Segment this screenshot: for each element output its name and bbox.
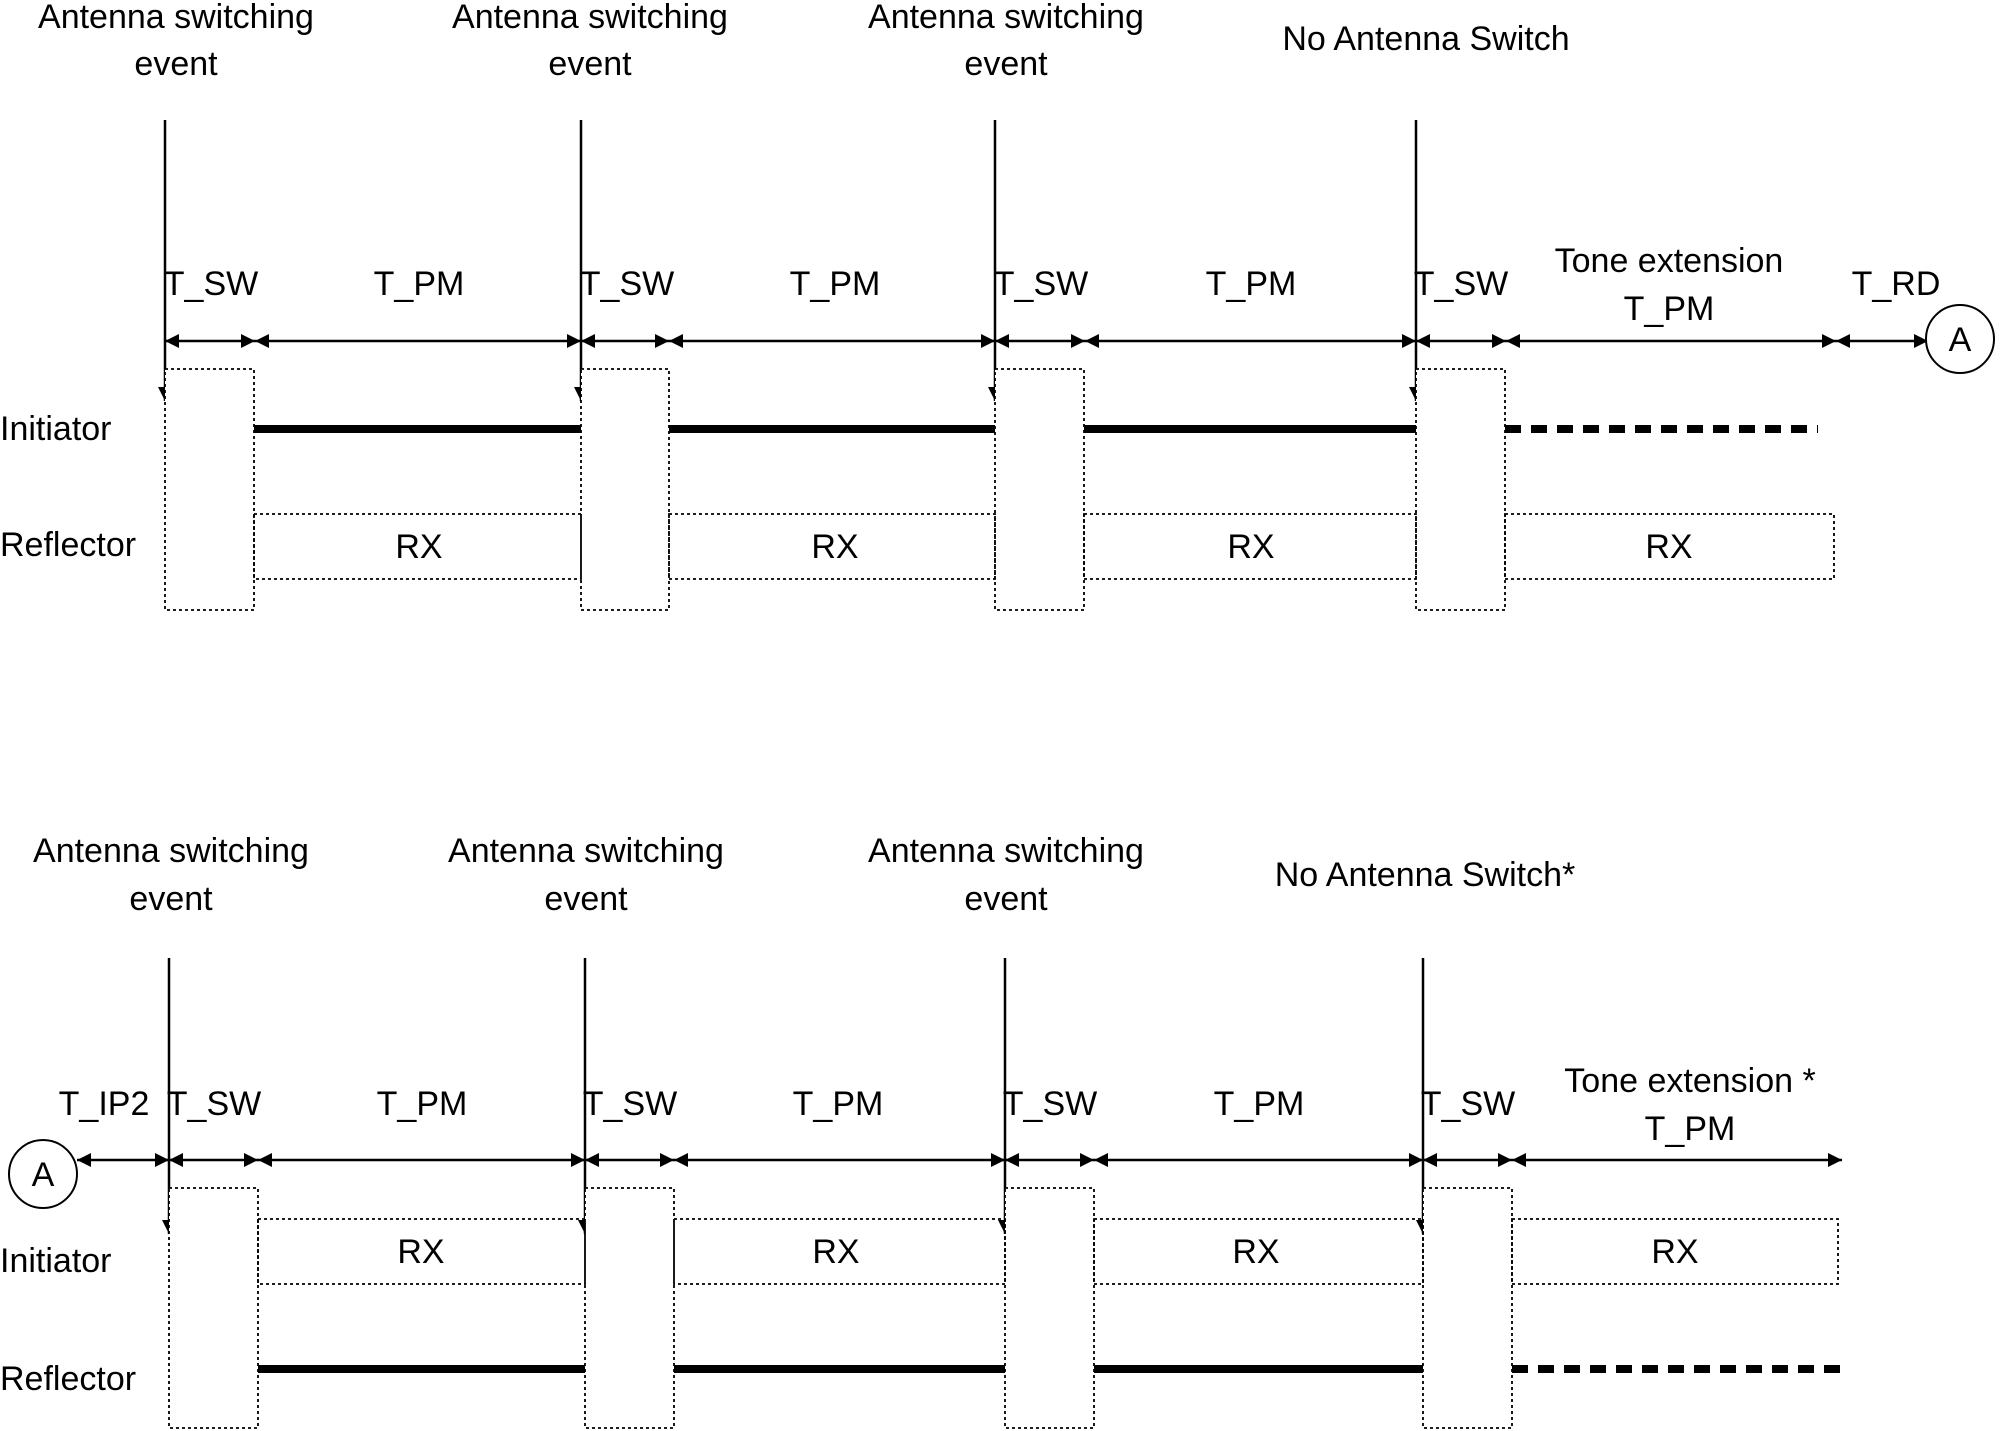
bottom-panel: Antenna switching event Antenna switchin… [0, 832, 1846, 1429]
top-interval-label: T_SW [580, 265, 674, 303]
top-interval-label: T_PM [374, 265, 465, 303]
top-event-4-label: No Antenna Switch [1282, 20, 1569, 58]
bottom-switch-boxes [168, 1187, 1513, 1429]
top-rx-label: RX [811, 528, 858, 566]
bottom-rx-label: RX [1232, 1233, 1279, 1271]
top-panel: Antenna switching event Antenna switchin… [0, 0, 1995, 611]
top-interval-label: T_SW [994, 265, 1088, 303]
bottom-event-2-label: Antenna switching [448, 832, 724, 870]
top-event-2-label: Antenna switching [452, 0, 728, 36]
top-event-2-label: event [548, 45, 632, 83]
bottom-interval-label: T_PM [1214, 1085, 1305, 1123]
bottom-connector-circle [8, 1139, 78, 1209]
top-rx-label: RX [1645, 528, 1692, 566]
bottom-interval-label: T_IP2 [59, 1085, 150, 1123]
bottom-row-initiator-label: Initiator [0, 1242, 112, 1280]
bottom-interval-label: Tone extension * [1564, 1062, 1815, 1100]
bottom-event-2-label: event [544, 880, 628, 918]
top-event-1-label: Antenna switching [38, 0, 314, 36]
bottom-interval-label: T_PM [377, 1085, 468, 1123]
top-interval-label: T_SW [1414, 265, 1508, 303]
top-connector-circle [1925, 304, 1995, 374]
top-rx-label: RX [395, 528, 442, 566]
bottom-event-3-label: event [964, 880, 1048, 918]
top-interval-label: T_SW [164, 265, 258, 303]
bottom-event-1-label: event [129, 880, 213, 918]
bottom-interval-label: T_SW [1421, 1085, 1515, 1123]
top-row-initiator-label: Initiator [0, 410, 112, 448]
bottom-event-4-label: No Antenna Switch* [1275, 856, 1576, 894]
top-rx-label: RX [1227, 528, 1274, 566]
bottom-row-reflector-label: Reflector [0, 1360, 136, 1398]
bottom-interval-label: T_SW [583, 1085, 677, 1123]
bottom-rx-label: RX [1651, 1233, 1698, 1271]
bottom-connector-label: A [32, 1156, 55, 1194]
top-row-reflector-label: Reflector [0, 526, 136, 564]
top-interval-label: T_PM [1206, 265, 1297, 303]
bottom-rx-label: RX [812, 1233, 859, 1271]
bottom-interval-label: T_SW [167, 1085, 261, 1123]
bottom-event-3-label: Antenna switching [868, 832, 1144, 870]
top-interval-label: Tone extension [1555, 242, 1784, 280]
top-interval-label: T_PM [790, 265, 881, 303]
top-interval-label: T_RD [1852, 265, 1941, 303]
bottom-rx-label: RX [397, 1233, 444, 1271]
bottom-interval-label: T_SW [1003, 1085, 1097, 1123]
top-event-3-label: Antenna switching [868, 0, 1144, 36]
bottom-interval-label: T_PM [793, 1085, 884, 1123]
top-event-1-label: event [134, 45, 218, 83]
top-reflector-rx-boxes [253, 513, 1835, 580]
top-interval-label: T_PM [1624, 290, 1715, 328]
bottom-initiator-rx-boxes [257, 1218, 1839, 1285]
bottom-event-1-label: Antenna switching [33, 832, 309, 870]
top-event-3-label: event [964, 45, 1048, 83]
bottom-interval-label: T_PM [1645, 1110, 1736, 1148]
top-connector-label: A [1949, 321, 1972, 359]
top-switch-boxes [164, 368, 1506, 611]
